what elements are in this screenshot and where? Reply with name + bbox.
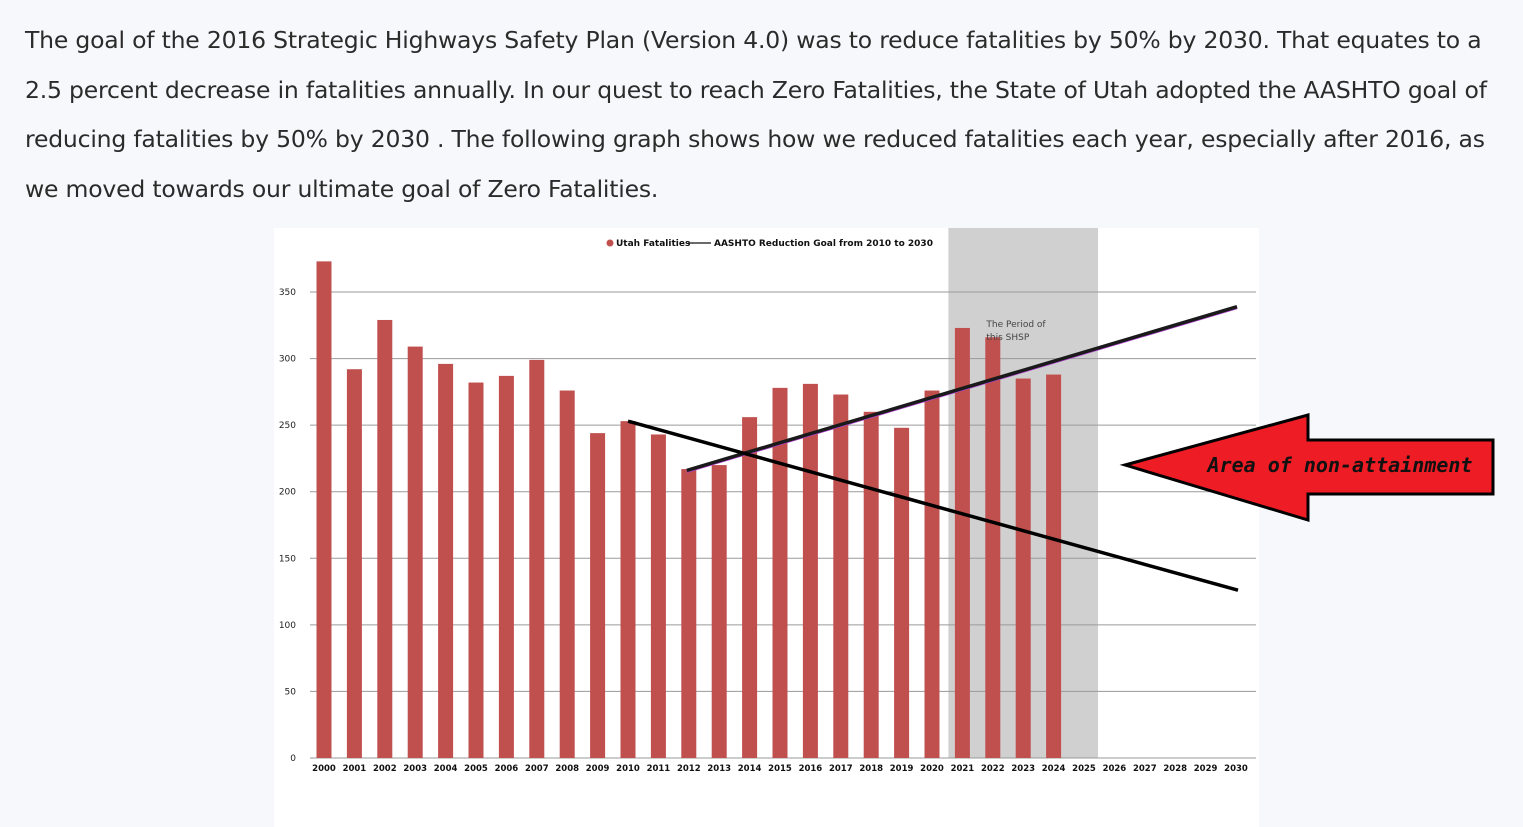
x-tick-label: 2027 [1133, 764, 1157, 774]
x-tick-label: 2008 [555, 764, 579, 774]
bar-2018 [863, 411, 879, 758]
x-tick-label: 2023 [1011, 764, 1035, 774]
y-tick-label: 50 [285, 687, 297, 697]
bar-2022 [985, 337, 1001, 758]
bar-2003 [407, 346, 423, 758]
bar-2013 [711, 465, 727, 758]
y-tick-label: 0 [290, 754, 296, 764]
x-tick-label: 2005 [464, 764, 488, 774]
y-tick-label: 100 [279, 621, 296, 631]
legend-marker-fatalities [606, 239, 614, 247]
non-attainment-label: Area of non-attainment [1206, 453, 1473, 477]
x-tick-label: 2009 [586, 764, 610, 774]
bar-2002 [377, 319, 393, 758]
y-tick-label: 150 [279, 554, 296, 564]
x-tick-label: 2017 [829, 764, 853, 774]
y-tick-label: 300 [279, 355, 296, 365]
bar-2009 [590, 433, 606, 758]
x-tick-label: 2010 [616, 764, 640, 774]
x-tick-label: 2018 [859, 764, 883, 774]
bar-2019 [894, 427, 910, 758]
x-tick-label: 2025 [1072, 764, 1096, 774]
bar-2020 [924, 390, 940, 758]
period-label-line1: The Period of [985, 320, 1046, 330]
y-tick-label: 200 [279, 488, 296, 498]
bar-2021 [954, 327, 970, 758]
x-tick-label: 2003 [403, 764, 427, 774]
bar-2011 [650, 434, 666, 758]
x-tick-label: 2015 [768, 764, 792, 774]
x-tick-label: 2016 [799, 764, 823, 774]
bar-2006 [498, 375, 514, 758]
x-tick-label: 2013 [707, 764, 731, 774]
x-tick-label: 2000 [312, 764, 336, 774]
x-tick-label: 2022 [981, 764, 1005, 774]
bar-2017 [833, 394, 849, 758]
bar-2001 [346, 369, 362, 758]
bar-2005 [468, 382, 484, 758]
x-tick-label: 2001 [343, 764, 367, 774]
intro-paragraph: The goal of the 2016 Strategic Highways … [25, 26, 1487, 203]
x-tick-label: 2014 [738, 764, 762, 774]
y-tick-label: 250 [279, 421, 296, 431]
x-tick-label: 2002 [373, 764, 397, 774]
bar-2000 [316, 261, 332, 758]
x-tick-label: 2011 [647, 764, 671, 774]
x-tick-label: 2026 [1103, 764, 1127, 774]
bar-2023 [1015, 378, 1031, 758]
x-tick-label: 2029 [1194, 764, 1218, 774]
x-tick-label: 2028 [1163, 764, 1187, 774]
legend-label-fatalities: Utah Fatalities [616, 239, 690, 249]
chart-svg: 0 50 100 150 200 250 300 350 2000 2001 2002 2003 200… [279, 228, 1495, 774]
x-tick-label: 2004 [434, 764, 458, 774]
x-tick-label: 2007 [525, 764, 549, 774]
bar-2004 [438, 363, 454, 758]
x-tick-label: 2006 [495, 764, 519, 774]
bar-2016 [802, 383, 818, 758]
aashto-goal-line [627, 419, 1239, 592]
y-tick-label: 350 [279, 288, 296, 298]
x-tick-label: 2019 [890, 764, 914, 774]
bar-2008 [559, 390, 575, 758]
x-tick-label: 2021 [951, 764, 975, 774]
bar-2024 [1046, 374, 1062, 758]
x-tick-label: 2020 [920, 764, 944, 774]
bar-2015 [772, 387, 788, 758]
bar-2007 [529, 359, 545, 758]
x-tick-label: 2030 [1224, 764, 1248, 774]
x-tick-label: 2024 [1042, 764, 1066, 774]
period-label-line2: this SHSP [986, 333, 1029, 343]
trend-line [686, 304, 1238, 473]
period-label: The Period of this SHSP [985, 320, 1046, 343]
bar-2010 [620, 421, 636, 758]
bar-2014 [742, 417, 758, 758]
fatalities-chart: 0 50 100 150 200 250 300 350 2000 2001 2002 2003 200… [274, 228, 1495, 827]
legend-label-goal: AASHTO Reduction Goal from 2010 to 2030 [714, 239, 933, 249]
x-tick-label: 2012 [677, 764, 701, 774]
non-attainment-arrow [1119, 413, 1495, 523]
bar-2012 [681, 469, 697, 758]
